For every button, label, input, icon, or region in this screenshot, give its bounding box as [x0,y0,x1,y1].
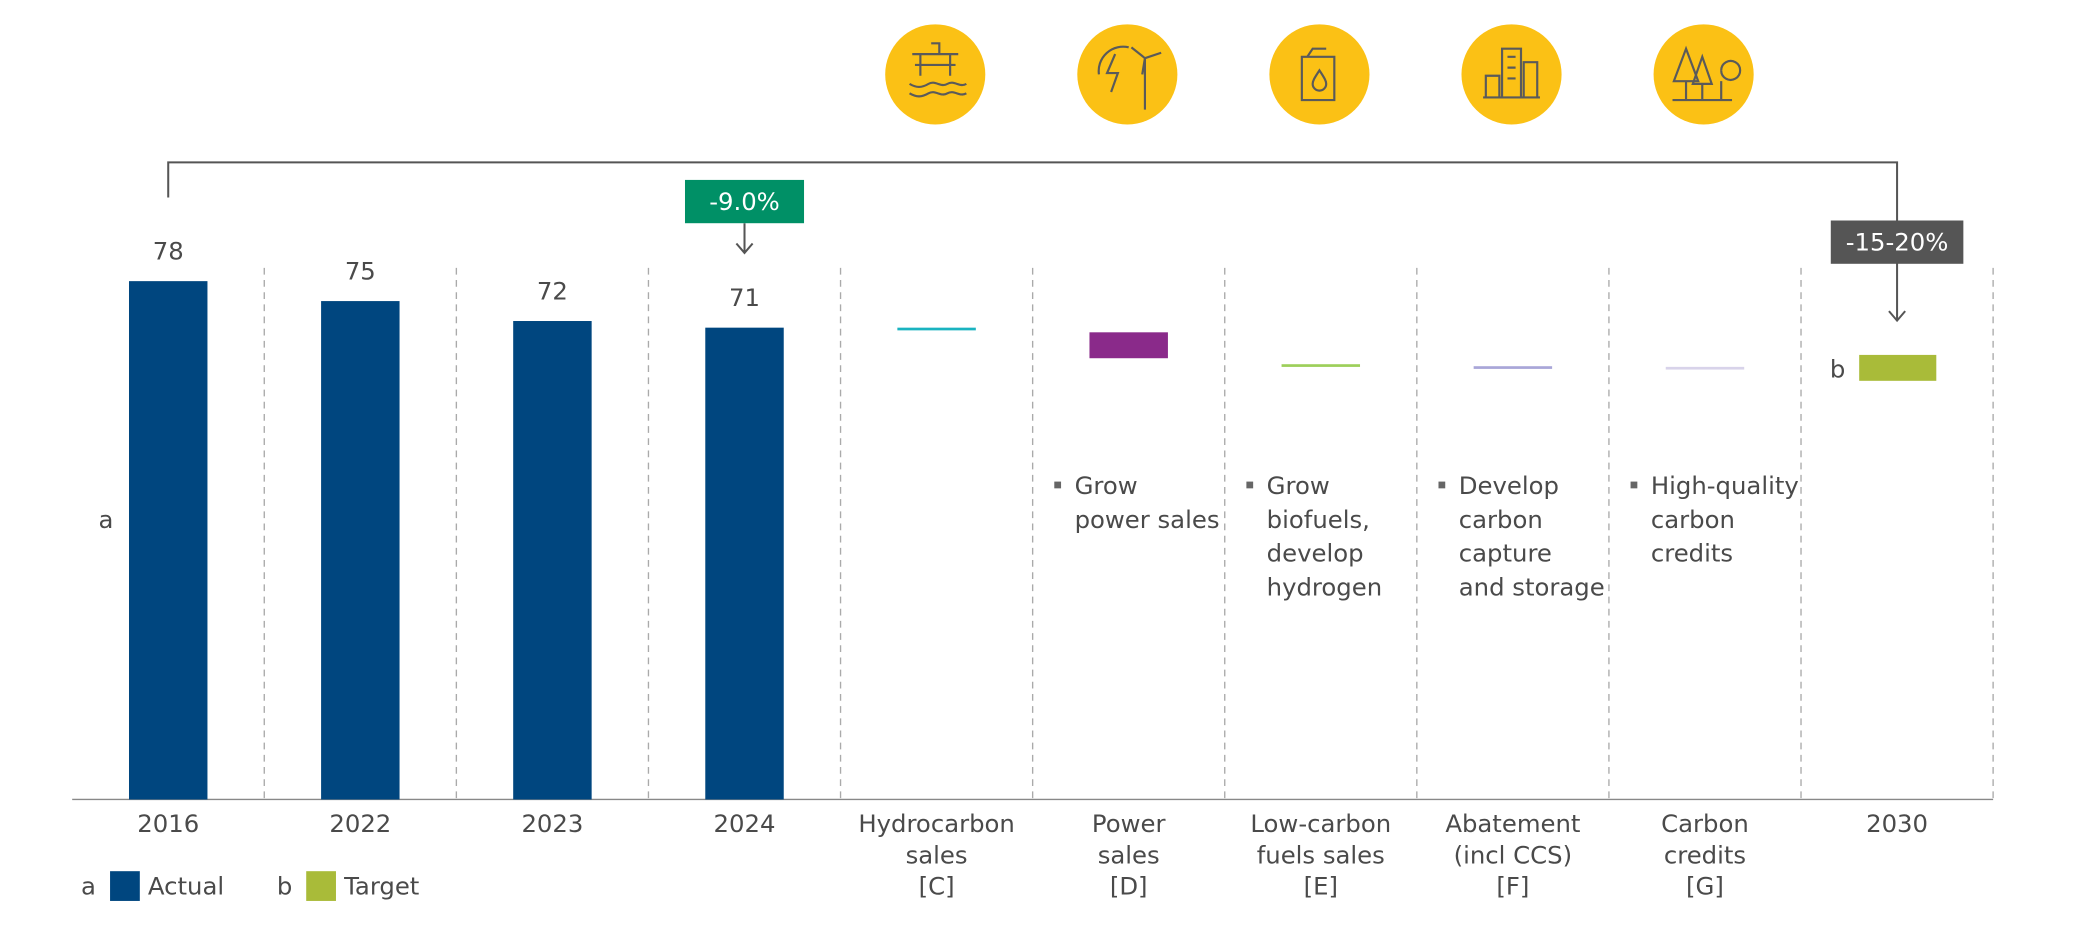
target-bar [1859,354,1937,381]
axis-marker: a [99,505,114,534]
bullet [1630,481,1638,489]
legend-swatch [306,871,336,901]
x-tick-label: sales [906,840,968,869]
arrow-head [1888,310,1906,323]
step [1089,332,1168,359]
bullet [1054,481,1062,489]
bullet [1438,481,1446,489]
callout-box [684,179,805,224]
arrow [735,223,754,255]
x-tick-code: [F] [1496,871,1529,900]
note: develop [1267,539,1364,568]
x-tick-label: Power [1092,809,1166,838]
x-tick-code: [G] [1686,871,1724,900]
note: Grow [1075,471,1138,500]
x-tick-label: Carbon [1661,809,1749,838]
callout: -9.0% [709,187,780,216]
bar [128,281,208,800]
note: High-quality [1651,471,1799,500]
value-label: 72 [537,277,568,306]
note: carbon [1459,505,1543,534]
value-label: 71 [729,283,760,312]
icon-offshore [885,24,986,125]
legend-swatch [110,871,140,901]
icon-industry [1461,24,1562,125]
bar [321,301,400,800]
step [1665,366,1745,370]
icons [885,24,1754,125]
step [1473,366,1553,369]
x-tick-code: [C] [919,871,955,900]
note: carbon [1651,505,1735,534]
bullet [1246,481,1254,489]
x-tick-label: credits [1664,840,1746,869]
legend-label: Target [343,871,419,900]
step [897,327,976,331]
x-tick-label: (incl CCS) [1454,840,1572,869]
callout: -15-20% [1846,227,1949,256]
note: power sales [1075,505,1220,534]
callout-box [1830,220,1964,264]
legend-marker: a [81,871,96,900]
value-label: 75 [345,257,376,286]
x-tick-label: Hydrocarbon [858,809,1015,838]
x-tick-label: sales [1098,840,1160,869]
x-tick-code: [D] [1110,871,1148,900]
x-tick-label: 2024 [714,809,776,838]
x-tick-label: 2022 [329,809,391,838]
legend-label: Actual [148,871,224,900]
note: biofuels, [1267,505,1370,534]
bar [705,327,784,800]
x-tick-label: 2023 [521,809,583,838]
icon-fuel [1269,24,1370,125]
x-tick-label: fuels sales [1257,840,1385,869]
note: Develop [1459,471,1559,500]
value-label: 78 [153,237,184,266]
bar [513,321,592,800]
icon-power [1077,24,1178,125]
step [1281,364,1361,367]
note: Grow [1267,471,1330,500]
x-tick-label: 2016 [137,809,199,838]
note: capture [1459,539,1552,568]
note: credits [1651,539,1733,568]
note: and storage [1459,572,1605,601]
x-tick-code: [E] [1304,871,1338,900]
x-tick-label: Abatement [1445,809,1580,838]
note: hydrogen [1267,572,1382,601]
legend-marker: b [277,871,292,900]
x-tick-label: Low-carbon [1250,809,1391,838]
target-marker: b [1830,355,1845,384]
x-tick-label: 2030 [1866,809,1928,838]
